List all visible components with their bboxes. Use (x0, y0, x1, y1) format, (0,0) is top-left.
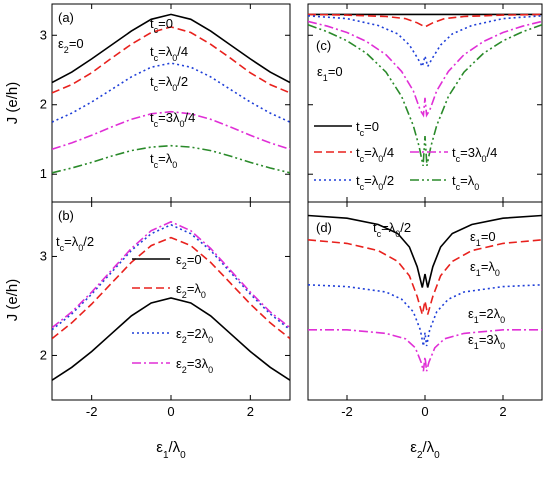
data-series (52, 13, 542, 381)
series-line-c-4 (308, 24, 542, 167)
panel-d-frame (307, 201, 543, 401)
y-tick-label: 3 (40, 27, 47, 42)
y-tick-label: 2 (40, 347, 47, 362)
panel-label: (d) (316, 220, 332, 235)
panel-c-frame (307, 3, 543, 203)
series-line-d-3 (308, 329, 542, 372)
y-axis-label-bottom: J (e/h) (4, 279, 21, 322)
curve-annotation: tc=0 (150, 16, 173, 35)
plot-text: 1 2 3 (a) ε2=0 tc=0 tc=λ0/4 tc=λ0/2 tc=3λ0/4 tc=λ… (40, 10, 507, 419)
legend-label: tc=3λ0/4 (452, 145, 497, 164)
legend-label: ε2=0 (176, 252, 202, 271)
panel-a-frame (51, 3, 291, 203)
curve-annotation: ε1=2λ0 (468, 306, 505, 325)
series-line-a-4 (52, 144, 290, 174)
x-tick-label: 2 (499, 404, 506, 419)
series-line-a-0 (52, 13, 290, 84)
curve-annotation: tc=λ0 (150, 151, 177, 170)
series-line-d-1 (308, 239, 542, 315)
series-line-d-0 (308, 214, 542, 288)
panel-label: (a) (58, 10, 74, 25)
y-axis-label-top: J (e/h) (4, 82, 21, 125)
series-line-a-1 (52, 26, 290, 94)
panel-condition: tc=λ0/2 (373, 220, 411, 239)
curve-annotation: ε1=λ0 (470, 259, 500, 278)
x-tick-label: 0 (167, 404, 174, 419)
curve-annotation: tc=λ0/4 (150, 44, 188, 63)
legend-label: tc=λ0/4 (356, 145, 394, 164)
x-tick-label: -2 (86, 404, 98, 419)
y-tick-label: 2 (40, 97, 47, 112)
y-tick-label: 3 (40, 248, 47, 263)
panel-label: (b) (58, 208, 74, 223)
x-tick-label: -2 (341, 404, 353, 419)
legend-label: ε2=2λ0 (176, 326, 213, 345)
series-line-b-0 (52, 297, 290, 381)
series-line-b-3 (52, 220, 290, 329)
series-line-c-1 (308, 13, 542, 28)
series-line-d-2 (308, 284, 542, 347)
x-tick-label: 0 (421, 404, 428, 419)
panel-label: (c) (316, 38, 331, 53)
curve-annotation: tc=3λ0/4 (150, 110, 195, 129)
y-tick-label: 1 (40, 166, 47, 181)
x-axis-label-right: ε2/λ0 (410, 439, 440, 461)
series-line-a-3 (52, 110, 290, 150)
x-tick-label: 2 (247, 404, 254, 419)
x-axis-label-left: ε1/λ0 (156, 439, 186, 461)
legend-label: tc=λ0 (452, 173, 479, 192)
panel-condition: ε1=0 (317, 64, 343, 83)
curve-annotation: ε1=3λ0 (468, 332, 505, 351)
panel-condition: tc=λ0/2 (56, 234, 94, 253)
curve-annotation: tc=λ0/2 (150, 74, 188, 93)
legend-label: ε2=λ0 (176, 281, 206, 300)
legend-label: ε2=3λ0 (176, 356, 213, 375)
series-line-b-2 (52, 223, 290, 331)
panel-condition: ε2=0 (58, 36, 84, 55)
curve-annotation: ε1=0 (470, 229, 496, 248)
axis-ticks (52, 4, 542, 400)
series-line-b-1 (52, 236, 290, 340)
legend-label: tc=0 (356, 119, 379, 138)
legend-label: tc=λ0/2 (356, 173, 394, 192)
series-line-c-2 (308, 15, 542, 69)
panel-b-frame (51, 201, 291, 401)
series-line-c-3 (308, 20, 542, 118)
